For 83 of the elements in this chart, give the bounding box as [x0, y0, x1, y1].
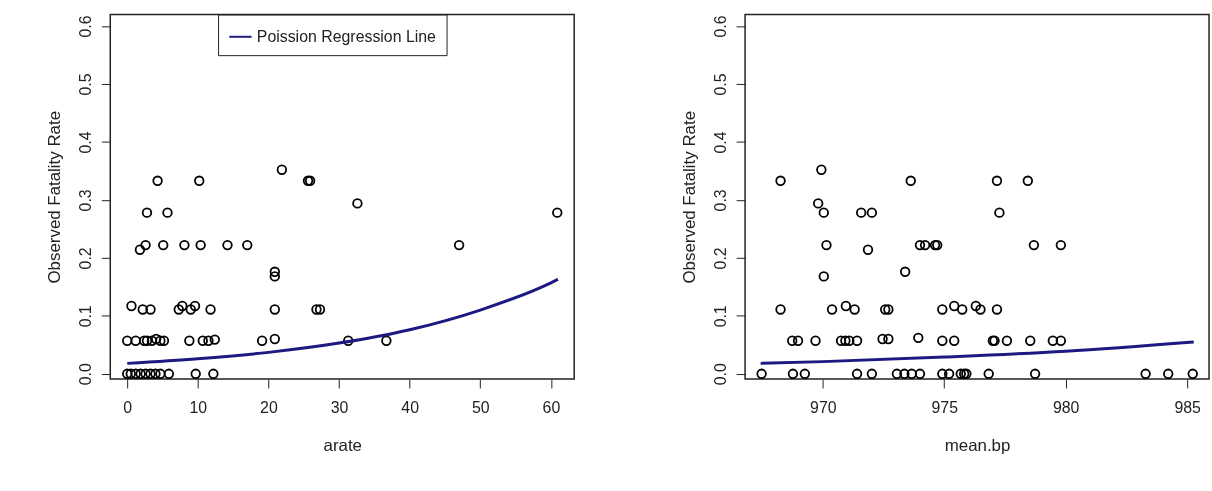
y-axis-title: Observed Fatality Rate	[679, 110, 699, 284]
y-tick-label: 0.3	[76, 189, 94, 212]
line-series	[759, 340, 1196, 365]
point	[173, 304, 184, 315]
point	[269, 266, 281, 277]
x-tick-label: 980	[1052, 399, 1080, 417]
point	[276, 164, 288, 175]
point	[190, 368, 201, 379]
point	[256, 335, 268, 346]
y-tick-label: 0.5	[711, 73, 729, 96]
point	[343, 335, 354, 346]
y-tick-label: 0.2	[76, 247, 94, 270]
point	[150, 368, 161, 379]
point	[311, 304, 322, 315]
legend-label: Poission Regression Line	[256, 27, 437, 45]
x-tick-label: 20	[260, 399, 278, 417]
x-tick-label: 30	[330, 399, 349, 417]
point	[137, 304, 148, 315]
point	[222, 239, 233, 251]
x-axis-title: mean.bp	[944, 436, 1011, 456]
point	[242, 239, 253, 251]
point	[146, 335, 158, 346]
y-tick-label: 0.1	[76, 305, 94, 328]
y-tick-label: 0.4	[76, 131, 94, 154]
point	[189, 300, 201, 312]
line-series	[125, 277, 560, 365]
x-tick-label: 975	[931, 399, 959, 417]
y-tick-label: 0.2	[711, 247, 729, 270]
point	[122, 335, 133, 346]
point	[152, 175, 163, 186]
x-tick-label: 10	[189, 399, 208, 417]
y-tick-label: 0.6	[711, 15, 729, 38]
y-tick-label: 0.1	[711, 305, 729, 328]
point	[453, 239, 465, 251]
x-tick-label: 50	[471, 399, 490, 417]
point	[352, 198, 363, 209]
x-tick-label: 970	[810, 399, 837, 417]
point	[140, 239, 151, 251]
point	[150, 333, 162, 345]
x-tick-label: 0	[123, 399, 133, 417]
point	[155, 335, 166, 346]
point	[130, 335, 141, 346]
x-tick-label: 40	[401, 399, 420, 417]
y-tick-label: 0.3	[711, 189, 729, 212]
point	[269, 333, 281, 345]
point	[203, 335, 214, 346]
point	[162, 207, 173, 218]
point	[552, 207, 563, 218]
point	[158, 239, 169, 251]
y-tick-label: 0.5	[76, 73, 94, 96]
y-axis-title: Observed Fatality Rate	[45, 110, 65, 284]
point	[140, 368, 151, 379]
point	[126, 300, 137, 312]
point	[179, 239, 190, 251]
point	[130, 368, 141, 379]
point	[155, 368, 166, 379]
point	[177, 300, 188, 312]
point	[208, 368, 219, 379]
x-axis-title: arate	[323, 436, 362, 456]
y-tick-label: 0.0	[76, 363, 94, 386]
y-tick-label: 0.6	[76, 15, 94, 38]
x-tick-label: 60	[542, 399, 561, 417]
point	[141, 207, 153, 218]
point	[195, 239, 206, 251]
point	[163, 368, 175, 379]
point	[269, 304, 281, 315]
point	[145, 368, 156, 379]
point	[194, 175, 205, 186]
point	[314, 304, 326, 315]
point	[134, 244, 146, 255]
point	[205, 304, 216, 315]
y-tick-label: 0.0	[711, 363, 729, 386]
point	[158, 335, 170, 346]
point	[209, 334, 220, 345]
point	[197, 335, 208, 346]
x-tick-label: 985	[1174, 399, 1202, 417]
y-tick-label: 0.4	[711, 131, 729, 154]
point	[145, 304, 156, 315]
point	[381, 335, 392, 346]
point	[185, 304, 196, 315]
point	[269, 271, 281, 282]
point	[184, 335, 195, 346]
point	[135, 368, 146, 379]
